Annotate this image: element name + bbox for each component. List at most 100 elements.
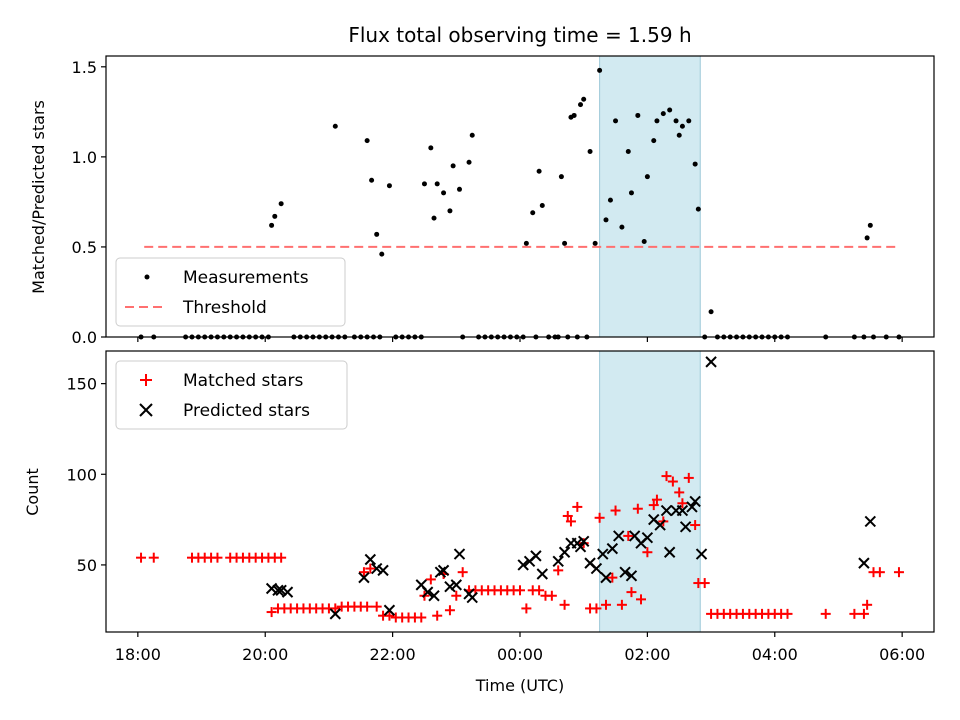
matched-star-point bbox=[425, 574, 436, 585]
measurement-point bbox=[536, 168, 542, 174]
measurement-point bbox=[530, 210, 536, 216]
predicted-star-point bbox=[606, 542, 619, 555]
matched-star-point bbox=[362, 601, 373, 612]
matched-star-point bbox=[451, 590, 462, 601]
measurement-point bbox=[434, 181, 440, 187]
matched-star-point bbox=[534, 585, 545, 596]
predicted-star-point bbox=[590, 562, 603, 575]
matched-star-point bbox=[667, 476, 678, 487]
predicted-star-point bbox=[421, 586, 434, 598]
measurement-point bbox=[587, 148, 593, 154]
matched-star-point bbox=[874, 567, 885, 578]
measurement-point bbox=[441, 190, 447, 196]
matched-star-point bbox=[849, 608, 860, 619]
measurement-point bbox=[654, 118, 660, 124]
measurement-point bbox=[558, 174, 564, 180]
predicted-star-point bbox=[577, 535, 590, 548]
matched-star-point bbox=[642, 547, 653, 558]
predicted-star-point bbox=[530, 550, 542, 562]
matched-star-point bbox=[600, 599, 611, 610]
measurement-point bbox=[431, 215, 437, 221]
x-tick-label: 04:00 bbox=[752, 645, 798, 664]
bottom-panel: 50 100 150 18:00 20:00 22:00 00:00 02:00 04:00 0… bbox=[23, 350, 935, 695]
predicted-star-point bbox=[370, 562, 383, 575]
matched-star-point bbox=[893, 567, 904, 578]
bottom-y-axis-label: Count bbox=[23, 468, 42, 516]
measurement-point bbox=[613, 118, 619, 124]
matched-star-point bbox=[677, 498, 688, 509]
matched-star-point bbox=[358, 567, 369, 578]
predicted-star-point bbox=[383, 604, 396, 616]
predicted-star-point bbox=[377, 564, 389, 577]
predicted-star-point bbox=[600, 571, 612, 584]
legend-threshold-label: Threshold bbox=[182, 298, 267, 318]
measurement-point bbox=[562, 240, 568, 246]
x-tick-label: 02:00 bbox=[624, 645, 670, 664]
legend-matched-label: Matched stars bbox=[183, 371, 303, 391]
measurement-point bbox=[450, 163, 456, 169]
measurement-point bbox=[628, 190, 634, 196]
legend-matched-marker bbox=[140, 374, 152, 386]
predicted-stars-points bbox=[265, 356, 877, 620]
measurement-point bbox=[369, 177, 375, 183]
matched-star-point bbox=[636, 594, 647, 605]
measurement-point bbox=[619, 224, 625, 230]
predicted-star-point bbox=[444, 580, 456, 593]
measurement-point bbox=[581, 96, 587, 102]
predicted-star-point bbox=[597, 548, 609, 560]
predicted-star-point bbox=[686, 501, 698, 513]
matched-star-point bbox=[365, 563, 376, 574]
measurement-point bbox=[571, 112, 577, 118]
matched-star-point bbox=[651, 494, 662, 505]
predicted-star-point bbox=[450, 579, 463, 591]
predicted-star-point bbox=[689, 495, 701, 508]
matched-star-point bbox=[594, 512, 605, 523]
predicted-star-point bbox=[552, 555, 564, 568]
measurement-point bbox=[676, 132, 682, 138]
matched-star-point bbox=[330, 603, 341, 614]
measurement-point bbox=[447, 208, 453, 214]
predicted-star-point bbox=[663, 546, 676, 558]
legend-predicted-label: Predicted stars bbox=[183, 401, 310, 421]
matched-star-point bbox=[546, 590, 557, 601]
matched-stars-points bbox=[136, 471, 904, 623]
predicted-star-point bbox=[281, 586, 294, 598]
measurement-point bbox=[578, 102, 584, 108]
predicted-star-point bbox=[272, 584, 284, 597]
measurement-point bbox=[673, 118, 679, 124]
measurement-point bbox=[269, 222, 275, 228]
matched-star-point bbox=[444, 605, 455, 616]
measurement-point bbox=[592, 240, 598, 246]
predicted-star-point bbox=[275, 584, 287, 597]
predicted-star-point bbox=[265, 582, 278, 595]
measurement-point bbox=[421, 181, 427, 187]
measurement-point bbox=[864, 235, 870, 241]
measurement-point bbox=[428, 145, 434, 151]
matched-star-point bbox=[661, 471, 672, 482]
predicted-star-point bbox=[695, 548, 708, 560]
measurement-point bbox=[374, 231, 380, 237]
top-y-axis-label: Matched/Predicted stars bbox=[29, 100, 48, 294]
predicted-star-point bbox=[705, 356, 717, 368]
matched-star-point bbox=[572, 501, 583, 512]
matched-star-point bbox=[148, 552, 159, 563]
measurement-point bbox=[708, 309, 714, 315]
y-tick-label: 0.5 bbox=[72, 238, 97, 257]
measurement-point bbox=[686, 118, 692, 124]
y-tick-label: 50 bbox=[77, 556, 97, 575]
matched-star-point bbox=[553, 565, 564, 576]
predicted-star-point bbox=[517, 559, 529, 571]
predicted-star-point bbox=[437, 564, 450, 577]
measurement-point bbox=[364, 138, 370, 144]
measurement-point bbox=[466, 159, 472, 165]
measurement-point bbox=[278, 201, 284, 207]
matched-star-point bbox=[858, 608, 869, 619]
y-tick-label: 100 bbox=[66, 465, 97, 484]
matched-star-point bbox=[212, 552, 223, 563]
matched-star-point bbox=[820, 608, 831, 619]
x-axis-label: Time (UTC) bbox=[475, 676, 564, 695]
matched-star-point bbox=[371, 601, 382, 612]
measurement-point bbox=[539, 203, 545, 209]
predicted-star-point bbox=[676, 504, 689, 517]
